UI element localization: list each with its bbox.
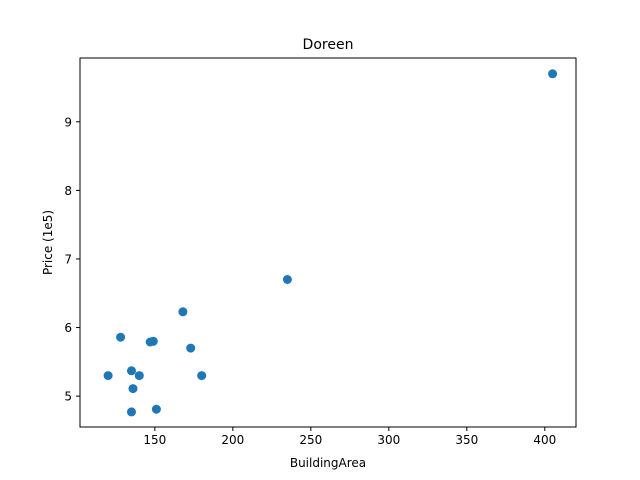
data-point	[127, 407, 136, 417]
y-axis-label: Price (1e5)	[41, 210, 55, 275]
data-point	[151, 404, 161, 414]
x-tick-label: 200	[221, 433, 244, 447]
x-tick-label: 250	[299, 433, 322, 447]
y-tick-label: 5	[64, 390, 72, 404]
data-point	[128, 384, 138, 394]
data-point	[148, 336, 158, 346]
y-tick-label: 8	[64, 184, 72, 198]
data-point	[116, 332, 126, 342]
chart-title: Doreen	[303, 37, 354, 53]
data-point	[282, 275, 292, 284]
x-tick-label: 400	[533, 433, 556, 447]
plot-area	[80, 58, 576, 427]
data-point	[548, 69, 558, 79]
data-point	[186, 343, 196, 353]
data-point	[178, 307, 188, 317]
x-tick-label: 350	[455, 433, 478, 447]
plot-frame	[79, 57, 577, 428]
x-axis-ticks: 150 200 250 300 350 400	[143, 427, 556, 447]
y-tick-label: 7	[64, 252, 72, 266]
y-tick-label: 6	[64, 321, 72, 335]
x-tick-label: 300	[377, 433, 400, 447]
y-tick-label: 9	[64, 115, 72, 129]
x-axis-label: BuildingArea	[290, 456, 366, 470]
data-point	[127, 366, 136, 376]
data-point	[197, 371, 207, 381]
data-points	[103, 69, 558, 417]
data-point	[103, 371, 113, 381]
x-tick-label: 150	[143, 433, 166, 447]
y-axis-ticks: 5 6 7 8 9	[64, 115, 80, 404]
data-point	[134, 371, 144, 381]
